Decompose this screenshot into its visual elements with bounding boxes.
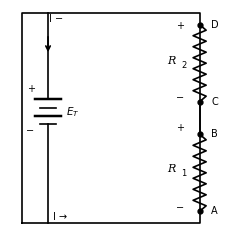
Text: A: A (211, 206, 218, 216)
Text: R: R (167, 56, 175, 66)
Text: +: + (26, 84, 34, 94)
Text: −: − (176, 93, 184, 103)
Text: +: + (176, 21, 184, 31)
Text: C: C (211, 97, 218, 107)
Text: I →: I → (53, 212, 67, 222)
Text: +: + (176, 123, 184, 134)
Text: −: − (26, 126, 34, 136)
Text: I −: I − (49, 14, 63, 24)
Text: 1: 1 (181, 169, 186, 178)
Text: −: − (176, 203, 184, 213)
Text: D: D (211, 20, 219, 30)
Text: $E_T$: $E_T$ (66, 105, 79, 119)
Text: 2: 2 (181, 61, 186, 70)
Text: R: R (167, 164, 175, 174)
Text: B: B (211, 129, 218, 139)
